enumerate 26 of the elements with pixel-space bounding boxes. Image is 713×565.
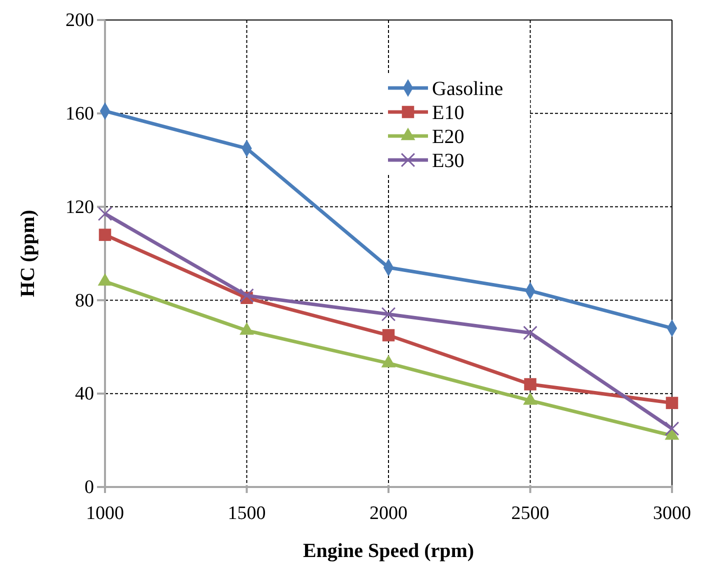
point bbox=[98, 228, 112, 241]
legend-label: E20 bbox=[432, 126, 464, 148]
x-tick-label: 1000 bbox=[86, 502, 124, 524]
y-tick-label: 200 bbox=[66, 10, 94, 32]
x-tick-label: 1500 bbox=[228, 502, 266, 524]
point bbox=[382, 329, 395, 342]
y-tick-label: 160 bbox=[66, 103, 94, 124]
legend-label: Gasoline bbox=[432, 78, 504, 100]
x-tick-label: 2500 bbox=[511, 502, 550, 524]
y-tick-label: 80 bbox=[75, 290, 94, 312]
point bbox=[523, 326, 538, 340]
x-axis-title: Engine Speed (rpm) bbox=[302, 540, 474, 562]
point bbox=[381, 307, 396, 322]
legend-label: E10 bbox=[432, 102, 464, 124]
y-tick-label: 40 bbox=[75, 384, 94, 405]
point bbox=[664, 421, 680, 436]
point bbox=[524, 378, 536, 390]
point bbox=[98, 206, 112, 221]
x-tick-label: 2000 bbox=[370, 502, 408, 524]
legend-label: E30 bbox=[432, 150, 464, 172]
y-tick-label: 120 bbox=[66, 196, 94, 218]
point bbox=[666, 396, 678, 410]
y-axis-title: HC (ppm) bbox=[17, 210, 39, 298]
y-tick-label: 0 bbox=[84, 477, 94, 498]
x-tick-label: 3000 bbox=[653, 502, 691, 524]
point bbox=[240, 288, 254, 303]
